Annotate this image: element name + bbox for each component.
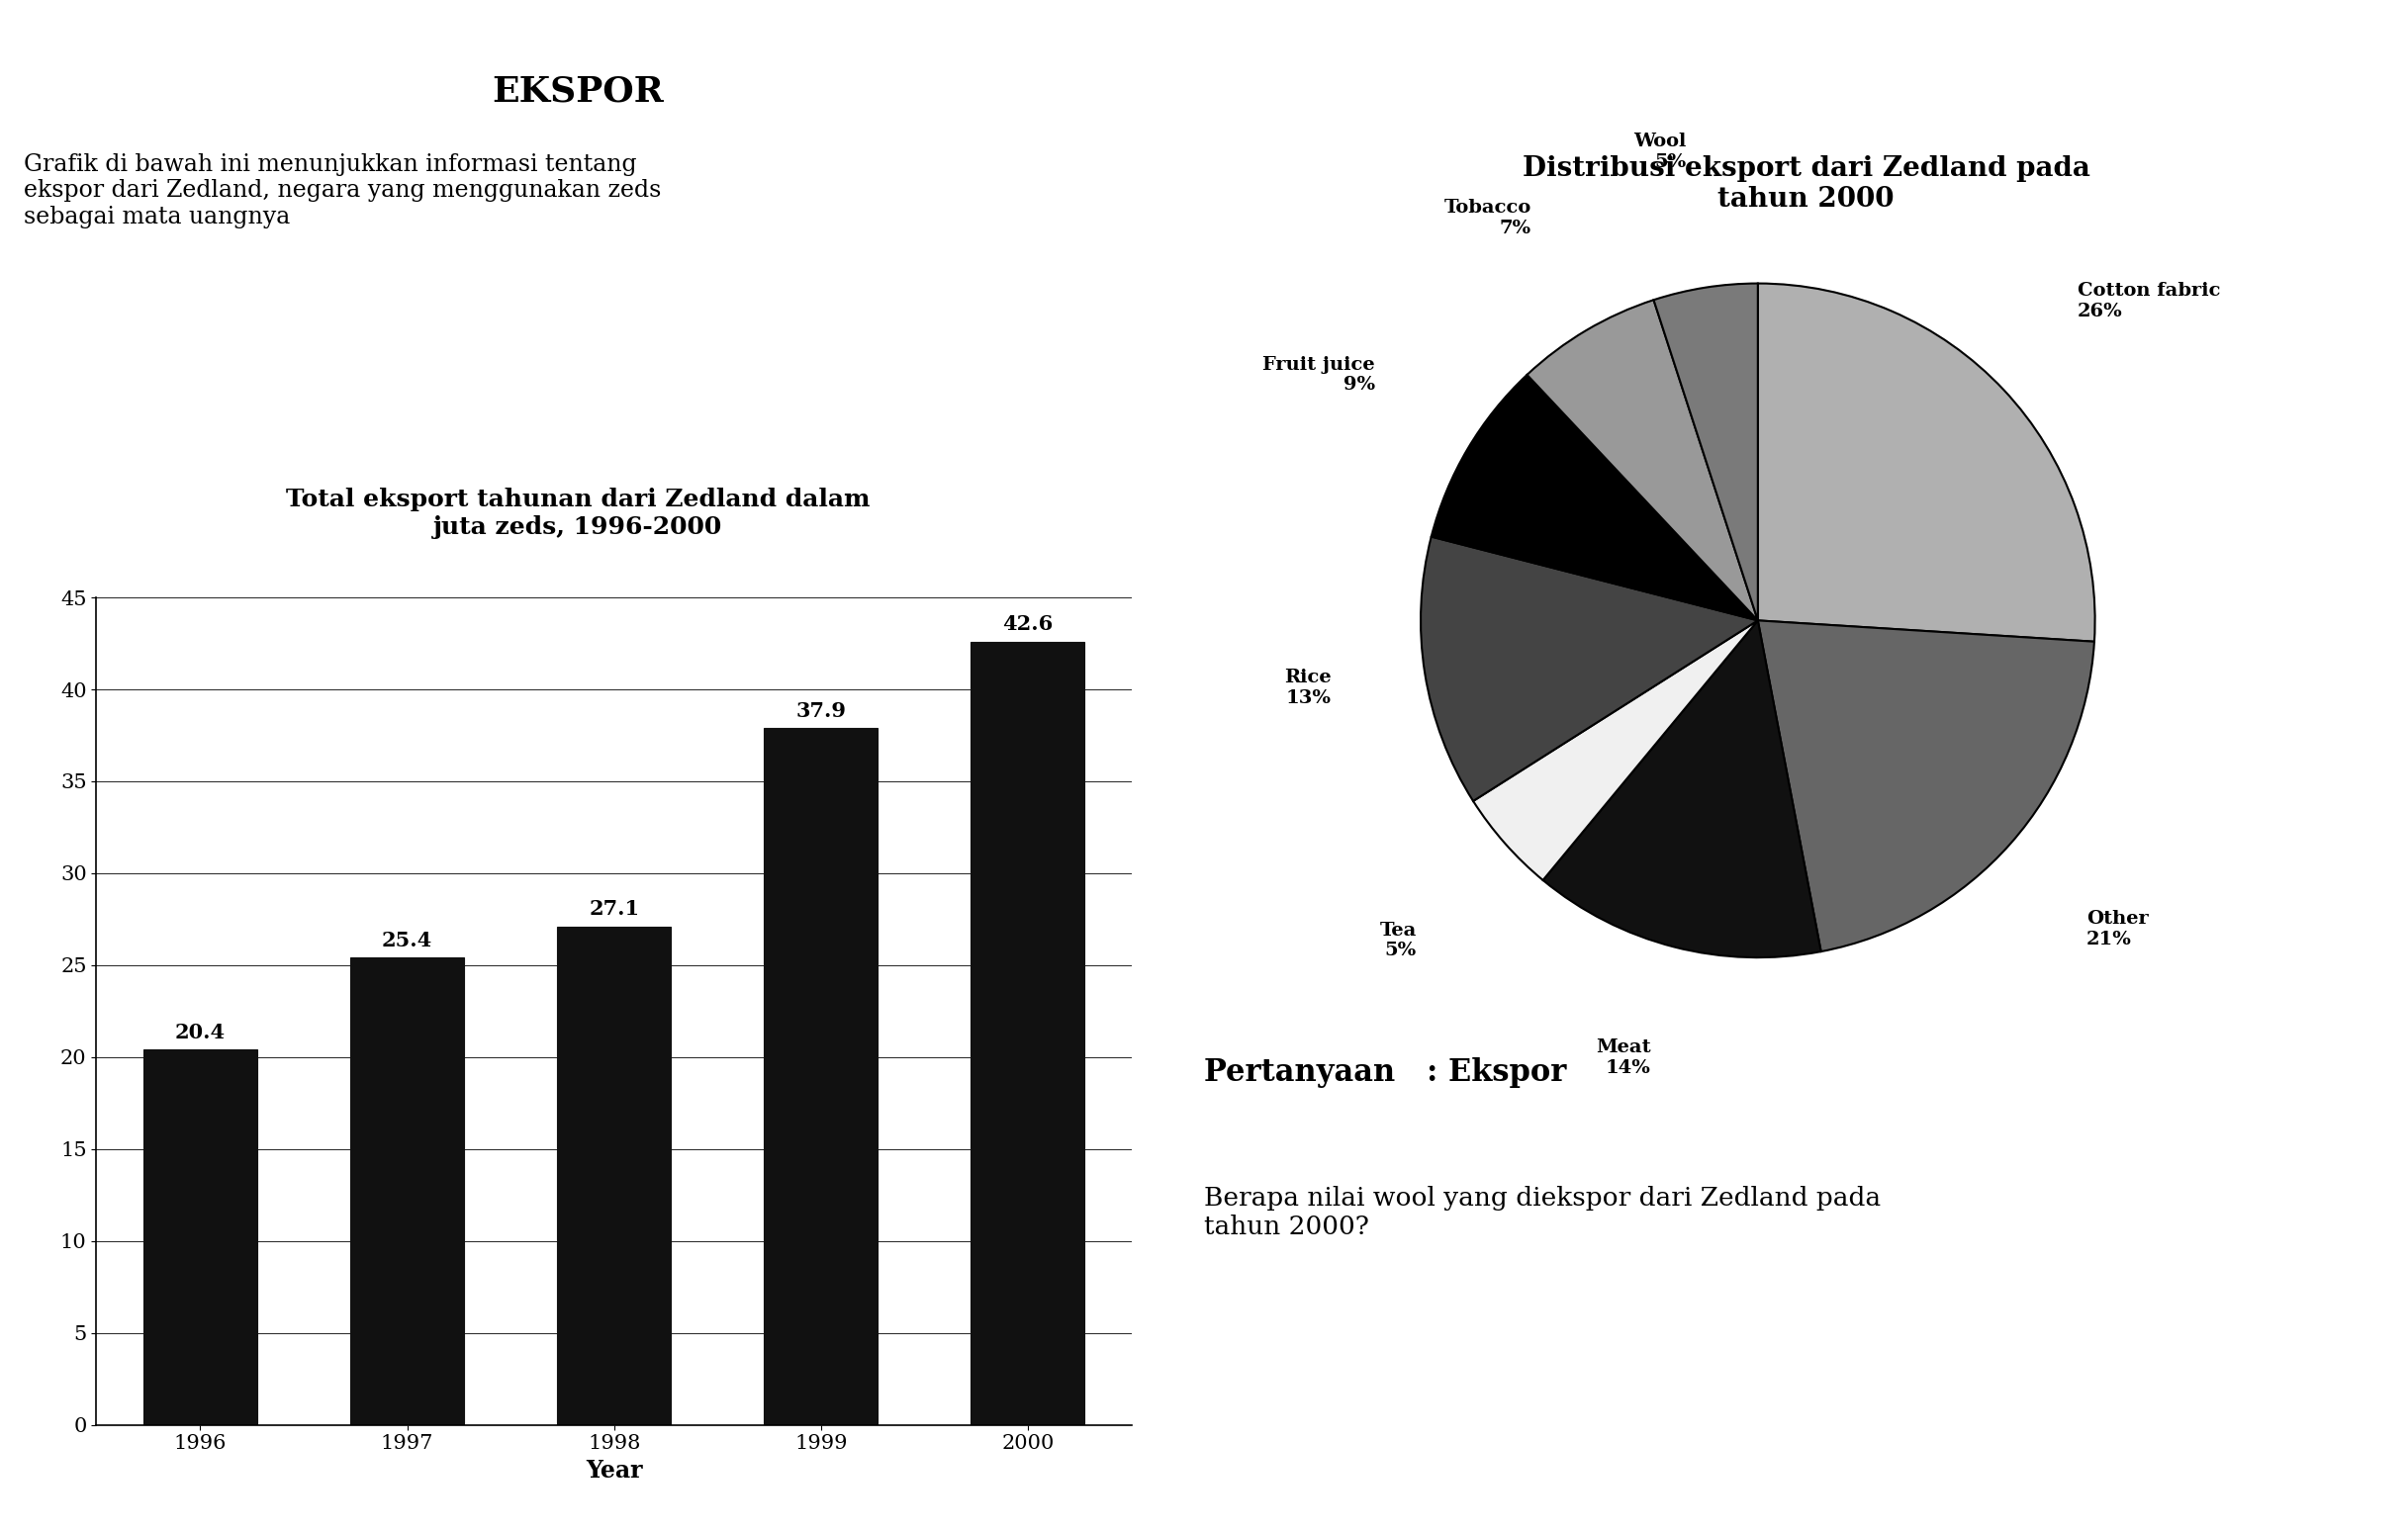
Bar [349, 958, 465, 1425]
Text: Rice
13%: Rice 13% [1283, 669, 1332, 708]
Wedge shape [1527, 300, 1758, 620]
Text: Pertanyaan   : Ekspor: Pertanyaan : Ekspor [1204, 1057, 1568, 1088]
Text: 37.9: 37.9 [795, 700, 845, 720]
Text: Other
21%: Other 21% [2088, 910, 2148, 948]
Text: 42.6: 42.6 [1002, 614, 1052, 634]
Bar [763, 728, 879, 1425]
Wedge shape [1758, 283, 2095, 642]
Wedge shape [1474, 620, 1758, 881]
Bar [970, 642, 1084, 1425]
Bar [144, 1049, 258, 1425]
Text: Wool
5%: Wool 5% [1635, 133, 1686, 172]
Wedge shape [1421, 536, 1758, 801]
Text: Fruit juice
9%: Fruit juice 9% [1262, 355, 1375, 394]
Text: Berapa nilai wool yang diekspor dari Zedland pada
tahun 2000?: Berapa nilai wool yang diekspor dari Zed… [1204, 1186, 1881, 1239]
Text: 20.4: 20.4 [176, 1022, 226, 1042]
Text: Grafik di bawah ini menunjukkan informasi tentang
ekspor dari Zedland, negara ya: Grafik di bawah ini menunjukkan informas… [24, 153, 662, 228]
Wedge shape [1430, 375, 1758, 620]
Wedge shape [1758, 620, 2095, 951]
X-axis label: Year: Year [585, 1458, 643, 1483]
Text: Cotton fabric
26%: Cotton fabric 26% [2078, 282, 2220, 320]
Text: EKSPOR: EKSPOR [491, 75, 665, 109]
Wedge shape [1544, 620, 1820, 958]
Text: Tobacco
7%: Tobacco 7% [1445, 199, 1531, 237]
Text: 25.4: 25.4 [383, 930, 433, 950]
Bar [556, 927, 672, 1425]
Text: Tea
5%: Tea 5% [1380, 921, 1416, 959]
Text: Distribusi eksport dari Zedland pada
tahun 2000: Distribusi eksport dari Zedland pada tah… [1522, 155, 2090, 213]
Wedge shape [1654, 283, 1758, 620]
Text: 27.1: 27.1 [588, 899, 641, 919]
Text: Total eksport tahunan dari Zedland dalam
juta zeds, 1996-2000: Total eksport tahunan dari Zedland dalam… [287, 487, 869, 539]
Text: Meat
14%: Meat 14% [1597, 1039, 1649, 1077]
